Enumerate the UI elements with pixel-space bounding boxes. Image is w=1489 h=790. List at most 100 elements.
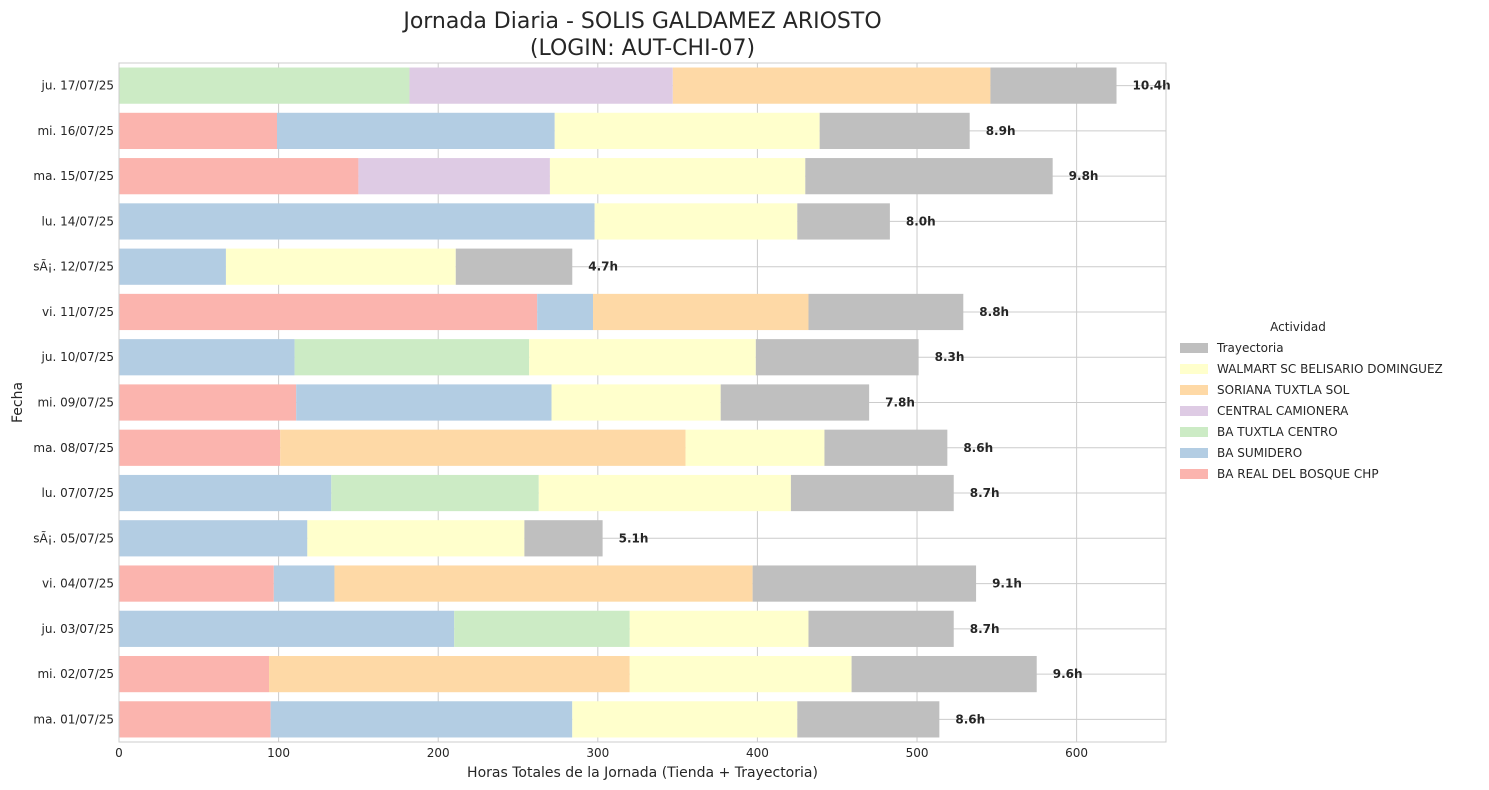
legend-label: CENTRAL CAMIONERA — [1217, 404, 1349, 418]
legend-swatch — [1180, 385, 1208, 395]
bar-segment — [358, 158, 550, 195]
y-tick-label: mi. 16/07/25 — [37, 124, 114, 138]
x-tick-label: 600 — [1065, 746, 1088, 760]
legend: Actividad Trayectoria WALMART SC BELISARI… — [1180, 320, 1443, 481]
axes: 0 100 200 300 400 500 600 ma. 01/07/25 mi. 02/07… — [33, 62, 1167, 760]
bar-segment — [990, 67, 1117, 104]
bar-total-label: 8.6h — [955, 712, 985, 726]
bar-segment — [277, 112, 555, 150]
bar-segment — [119, 474, 332, 512]
bar-segment — [629, 610, 809, 647]
bar-segment — [119, 565, 274, 602]
legend-swatch — [1180, 448, 1208, 458]
chart-title: Jornada Diaria - SOLIS GALDAMEZ ARIOSTO — [401, 9, 881, 34]
legend-swatch — [1180, 364, 1208, 374]
y-tick-label: mi. 02/07/25 — [37, 667, 114, 681]
bar-total-label: 8.6h — [963, 441, 993, 455]
bar-segment — [119, 112, 278, 150]
bar-segment — [119, 429, 281, 466]
bar-segment — [805, 158, 1053, 195]
x-axis-label: Horas Totales de la Jornada (Tienda + Tr… — [467, 765, 818, 781]
bar-segment — [797, 701, 940, 738]
legend-swatch — [1180, 406, 1208, 416]
bar-segment — [119, 701, 271, 738]
bar-total-label: 8.9h — [986, 124, 1016, 138]
bar-segment — [270, 701, 573, 738]
bar-segment — [225, 248, 456, 285]
bar-total-label: 8.7h — [970, 486, 1000, 500]
bar-segment — [797, 203, 890, 240]
x-tick-label: 400 — [746, 746, 769, 760]
bar-total-label: 7.8h — [885, 396, 915, 410]
bar-segment — [331, 474, 539, 512]
bar-segment — [752, 565, 977, 602]
bar-total-label: 9.8h — [1069, 169, 1099, 183]
legend-swatch — [1180, 427, 1208, 437]
bar-total-label: 9.1h — [992, 577, 1022, 591]
x-tick-label: 200 — [427, 746, 450, 760]
bar-segment — [119, 248, 226, 285]
bar-segment — [529, 339, 756, 376]
bars: 8.6h 9.6h 8.7h 9.1h 5.1h 8.7h 8.6h 7.8h 8.3h 8.8h… — [119, 67, 1171, 738]
legend-label: BA TUXTLA CENTRO — [1217, 425, 1338, 439]
y-tick-label: vi. 04/07/25 — [42, 577, 114, 591]
bar-segment — [119, 384, 297, 421]
y-tick-label: mi. 09/07/25 — [37, 396, 114, 410]
bar-segment — [269, 655, 630, 693]
bar-segment — [551, 384, 721, 421]
legend-label: BA SUMIDERO — [1217, 446, 1302, 460]
plot-frame — [118, 62, 1167, 743]
bar-segment — [629, 655, 852, 693]
bar-segment — [720, 384, 870, 421]
y-tick-label: ma. 15/07/25 — [33, 169, 114, 183]
bar-segment — [119, 203, 595, 240]
bar-total-label: 8.7h — [970, 622, 1000, 636]
bar-segment — [119, 655, 270, 693]
y-tick-label: ma. 01/07/25 — [33, 712, 114, 726]
bar-segment — [119, 339, 295, 376]
bar-segment — [685, 429, 825, 466]
bar-segment — [755, 339, 919, 376]
bar-segment — [294, 339, 530, 376]
bar-total-label: 8.8h — [979, 305, 1009, 319]
legend-title: Actividad — [1270, 320, 1326, 334]
bar-segment — [119, 293, 538, 331]
y-axis-label: Fecha — [10, 382, 26, 423]
legend-swatch — [1180, 469, 1208, 479]
legend-label: WALMART SC BELISARIO DOMINGUEZ — [1217, 362, 1443, 376]
bar-segment — [307, 520, 525, 557]
x-tick-label: 300 — [586, 746, 609, 760]
bar-segment — [538, 474, 791, 512]
bar-segment — [537, 293, 594, 331]
bar-total-label: 8.0h — [906, 214, 936, 228]
bar-segment — [790, 474, 954, 512]
bar-segment — [524, 520, 603, 557]
bar-segment — [334, 565, 753, 602]
bar-segment — [808, 293, 964, 331]
x-tick-label: 100 — [267, 746, 290, 760]
bar-segment — [119, 610, 455, 647]
bar-segment — [280, 429, 686, 466]
bar-total-label: 8.3h — [935, 350, 965, 364]
y-tick-label: sÃ¡. 12/07/25 — [33, 259, 114, 274]
y-tick-label: lu. 07/07/25 — [42, 486, 114, 500]
bar-segment — [824, 429, 948, 466]
bar-segment — [119, 158, 359, 195]
x-tick-label: 0 — [115, 746, 123, 760]
bar-segment — [296, 384, 552, 421]
y-tick-label: ju. 03/07/25 — [41, 622, 114, 636]
bar-segment — [672, 67, 991, 104]
bar-segment — [819, 112, 970, 150]
y-tick-label: ju. 10/07/25 — [41, 350, 114, 364]
bar-segment — [594, 203, 798, 240]
legend-label: BA REAL DEL BOSQUE CHP — [1217, 467, 1379, 481]
legend-swatch — [1180, 343, 1208, 353]
chart-subtitle: (LOGIN: AUT-CHI-07) — [530, 36, 755, 61]
bar-segment — [455, 248, 573, 285]
bar-segment — [593, 293, 809, 331]
y-tick-label: lu. 14/07/25 — [42, 214, 114, 228]
bar-total-label: 9.6h — [1053, 667, 1083, 681]
bar-segment — [851, 655, 1037, 693]
y-tick-label: sÃ¡. 05/07/25 — [33, 530, 114, 545]
